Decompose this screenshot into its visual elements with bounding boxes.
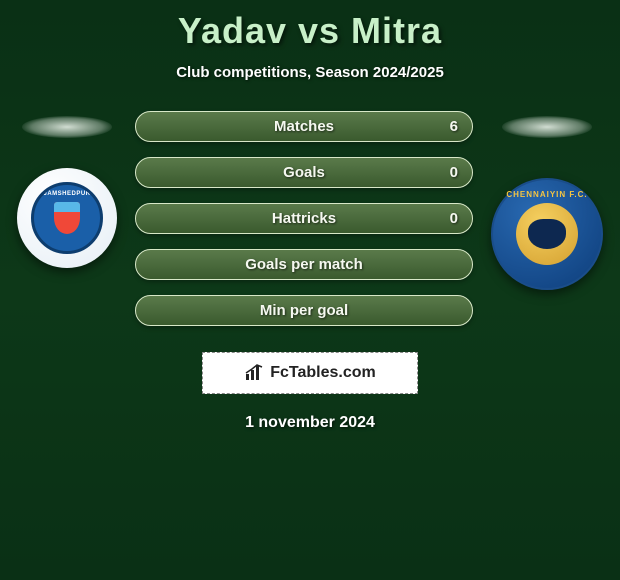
lion-icon bbox=[528, 219, 566, 249]
stat-label: Goals per match bbox=[245, 256, 363, 273]
stat-rows: Matches 6 Goals 0 Hattricks 0 Goals per … bbox=[135, 111, 473, 326]
comparison-card: Yadav vs Mitra Club competitions, Season… bbox=[0, 0, 620, 442]
shield-icon bbox=[54, 202, 80, 234]
page-title: Yadav vs Mitra bbox=[178, 10, 442, 52]
player-shadow-left bbox=[22, 116, 112, 138]
stat-row-goals-per-match: Goals per match bbox=[135, 249, 473, 280]
stat-label: Goals bbox=[283, 164, 325, 181]
badge-right-label: CHENNAIYIN F.C. bbox=[506, 190, 587, 199]
stat-value-right: 0 bbox=[450, 164, 458, 181]
right-column: CHENNAIYIN F.C. bbox=[491, 111, 603, 290]
stat-label: Matches bbox=[274, 118, 334, 135]
subtitle: Club competitions, Season 2024/2025 bbox=[176, 64, 444, 81]
left-column: JAMSHEDPUR bbox=[17, 111, 117, 268]
stat-row-min-per-goal: Min per goal bbox=[135, 295, 473, 326]
badge-right-center bbox=[516, 203, 578, 265]
stat-label: Hattricks bbox=[272, 210, 336, 227]
middle-section: JAMSHEDPUR Matches 6 Goals 0 Hattricks 0 bbox=[0, 111, 620, 326]
chart-icon bbox=[244, 364, 266, 382]
badge-left-label: JAMSHEDPUR bbox=[43, 191, 90, 197]
stat-row-hattricks: Hattricks 0 bbox=[135, 203, 473, 234]
badge-left-inner: JAMSHEDPUR bbox=[31, 182, 103, 254]
stat-row-matches: Matches 6 bbox=[135, 111, 473, 142]
team-badge-left: JAMSHEDPUR bbox=[17, 168, 117, 268]
brand-text: FcTables.com bbox=[270, 364, 376, 382]
player-shadow-right bbox=[502, 116, 592, 138]
stat-label: Min per goal bbox=[260, 302, 348, 319]
brand-watermark: FcTables.com bbox=[202, 352, 418, 394]
date-label: 1 november 2024 bbox=[245, 414, 375, 432]
stat-row-goals: Goals 0 bbox=[135, 157, 473, 188]
stat-value-right: 6 bbox=[450, 118, 458, 135]
stat-value-right: 0 bbox=[450, 210, 458, 227]
team-badge-right: CHENNAIYIN F.C. bbox=[491, 178, 603, 290]
